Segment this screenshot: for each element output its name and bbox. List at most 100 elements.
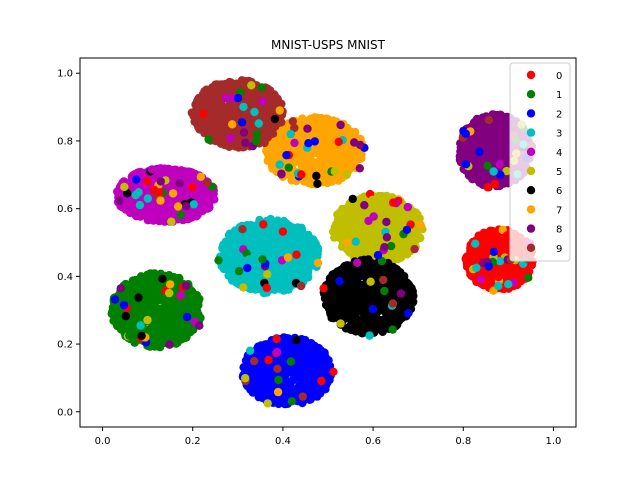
scatter-point bbox=[298, 362, 307, 371]
scatter-point bbox=[367, 243, 376, 252]
scatter-point bbox=[200, 193, 209, 202]
scatter-point bbox=[165, 205, 174, 215]
scatter-point bbox=[178, 188, 188, 198]
scatter-point bbox=[258, 351, 267, 360]
scatter-point bbox=[391, 254, 400, 263]
scatter-point bbox=[346, 231, 356, 241]
scatter-point bbox=[306, 260, 315, 269]
scatter-point bbox=[347, 215, 356, 225]
scatter-point bbox=[249, 378, 259, 387]
scatter-point bbox=[372, 226, 382, 235]
scatter-point bbox=[172, 326, 181, 335]
scatter-point bbox=[309, 343, 319, 353]
scatter-point bbox=[344, 245, 353, 254]
scatter-point bbox=[309, 237, 319, 246]
scatter-point bbox=[129, 313, 139, 322]
scatter-point bbox=[338, 265, 347, 275]
scatter-point bbox=[163, 166, 172, 175]
scatter-point bbox=[493, 235, 502, 244]
scatter-point bbox=[299, 235, 308, 245]
scatter-point bbox=[231, 252, 241, 262]
scatter-point bbox=[394, 236, 403, 245]
scatter-point bbox=[136, 167, 145, 177]
scatter-point bbox=[336, 233, 346, 242]
scatter-point bbox=[180, 333, 189, 343]
scatter-point bbox=[314, 388, 324, 398]
scatter-point bbox=[153, 341, 163, 350]
scatter-point bbox=[367, 285, 376, 294]
scatter-point bbox=[370, 267, 379, 276]
scatter-point bbox=[375, 298, 384, 307]
series-1-points bbox=[107, 269, 205, 352]
scatter-point bbox=[189, 174, 198, 183]
scatter-point bbox=[330, 269, 339, 278]
scatter-point bbox=[295, 349, 305, 358]
scatter-point bbox=[186, 209, 195, 218]
scatter-point bbox=[329, 227, 338, 236]
scatter-point bbox=[260, 381, 269, 390]
scatter-point bbox=[231, 226, 240, 235]
scatter-point bbox=[261, 233, 270, 242]
scatter-point bbox=[345, 321, 355, 331]
scatter-point bbox=[285, 238, 295, 247]
scatter-point bbox=[116, 325, 126, 334]
scatter-point bbox=[264, 249, 274, 258]
scatter-point bbox=[397, 249, 406, 258]
scatter-point bbox=[309, 357, 318, 366]
scatter-point bbox=[524, 266, 533, 275]
scatter-point bbox=[144, 203, 153, 213]
scatter-point bbox=[293, 230, 303, 240]
scatter-point bbox=[194, 297, 203, 307]
scatter-point bbox=[197, 206, 206, 216]
scatter-point bbox=[197, 186, 206, 195]
scatter-point bbox=[265, 375, 275, 384]
scatter-point bbox=[358, 263, 368, 272]
scatter-point bbox=[285, 231, 294, 241]
scatter-point bbox=[486, 229, 495, 238]
scatter-point bbox=[122, 199, 131, 208]
scatter-point bbox=[331, 220, 341, 229]
scatter-point bbox=[133, 287, 142, 296]
scatter-point bbox=[253, 235, 263, 244]
scatter-point bbox=[170, 311, 180, 321]
scatter-point bbox=[406, 288, 415, 297]
scatter-point bbox=[286, 335, 295, 345]
scatter-point bbox=[150, 288, 159, 298]
scatter-point bbox=[357, 295, 367, 304]
scatter-point bbox=[250, 268, 259, 277]
scatter-point bbox=[158, 209, 167, 218]
scatter-point bbox=[303, 367, 312, 377]
scatter-point bbox=[406, 301, 415, 310]
scatter-point bbox=[282, 279, 291, 288]
scatter-point bbox=[510, 262, 519, 271]
scatter-point bbox=[355, 210, 365, 220]
scatter-point bbox=[364, 230, 374, 239]
scatter-point bbox=[357, 242, 366, 252]
scatter-point bbox=[357, 303, 366, 312]
scatter-point bbox=[241, 233, 251, 242]
scatter-point bbox=[246, 220, 255, 230]
scatter-point bbox=[393, 280, 403, 290]
scatter-point bbox=[175, 274, 184, 283]
scatter-point bbox=[163, 316, 172, 326]
scatter-point bbox=[222, 251, 231, 260]
scatter-point bbox=[139, 209, 148, 218]
scatter-point bbox=[292, 268, 302, 277]
scatter-point bbox=[353, 224, 363, 233]
scatter-point bbox=[130, 338, 139, 347]
scatter-point bbox=[499, 244, 509, 253]
scatter-point bbox=[397, 302, 406, 312]
scatter-point bbox=[475, 251, 484, 260]
scatter-point bbox=[181, 173, 191, 182]
scatter-point bbox=[390, 267, 400, 276]
scatter-point bbox=[271, 233, 280, 242]
scatter-point bbox=[371, 319, 380, 328]
scatter-point bbox=[293, 261, 302, 271]
scatter-point bbox=[246, 284, 255, 294]
scatter-point bbox=[282, 382, 291, 391]
scatter-point bbox=[329, 284, 339, 294]
scatter-point bbox=[231, 237, 241, 246]
scatter-point bbox=[254, 247, 264, 256]
scatter-point bbox=[145, 326, 154, 335]
scatter-point bbox=[347, 208, 356, 218]
